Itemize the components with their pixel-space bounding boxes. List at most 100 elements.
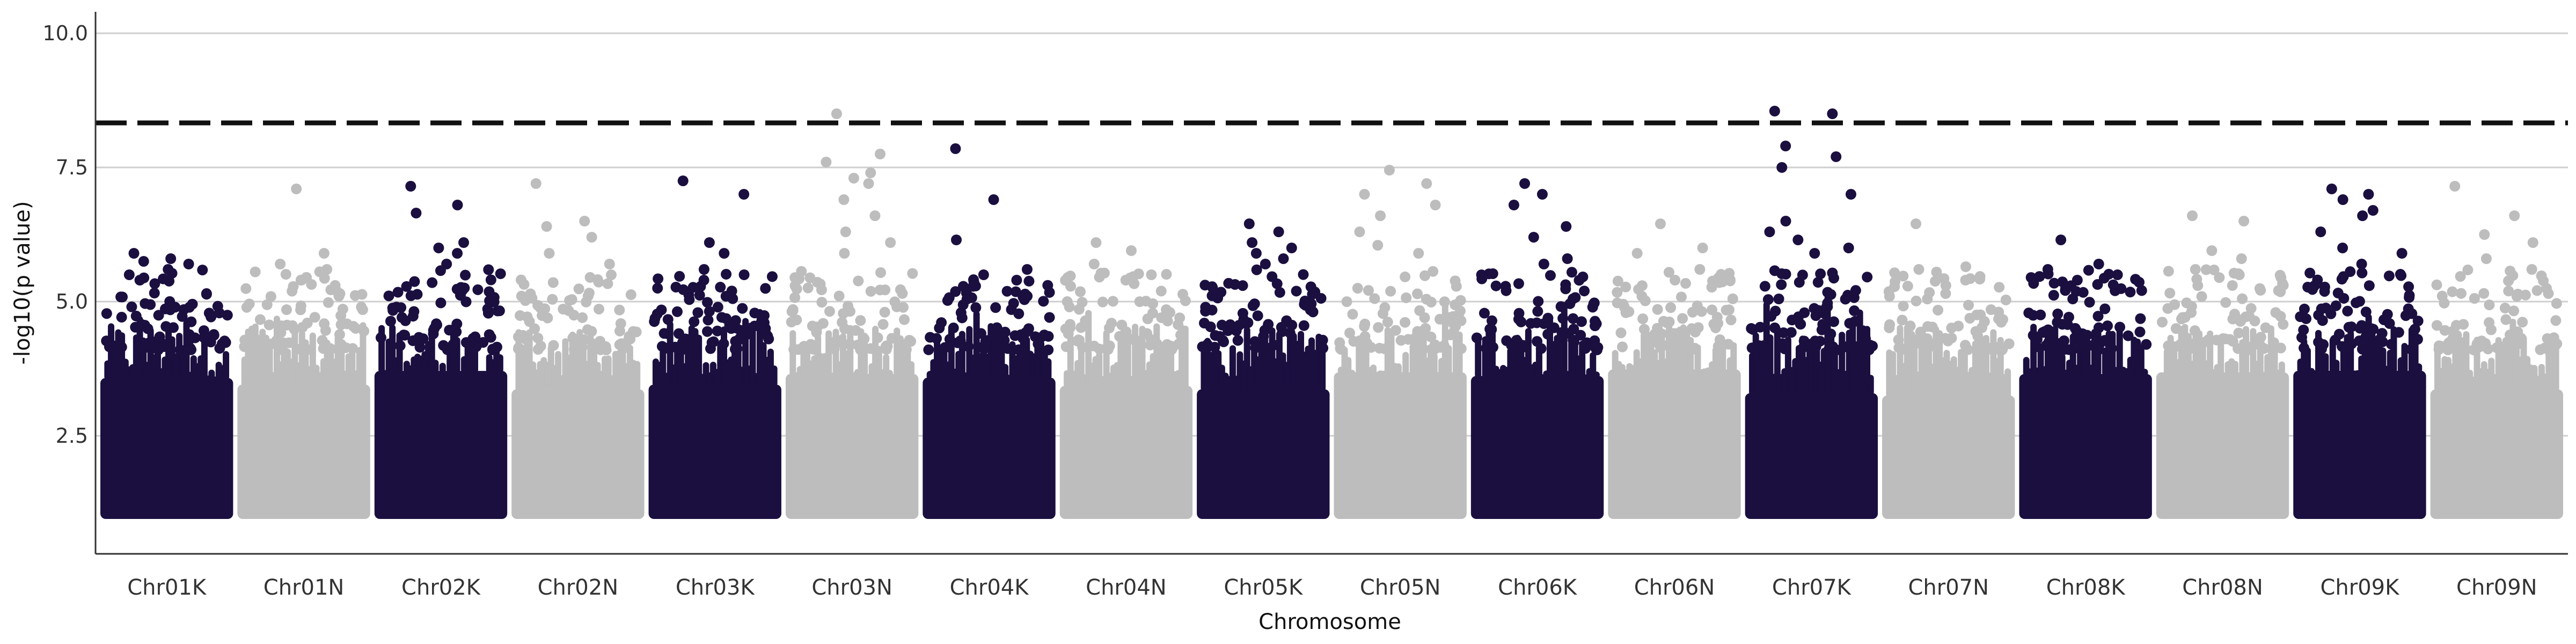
data-point	[1922, 294, 1933, 305]
data-point	[2048, 277, 2060, 289]
data-point	[1258, 331, 1269, 342]
data-point	[2043, 324, 2054, 335]
data-point	[1211, 289, 1223, 301]
data-point	[1091, 237, 1102, 248]
data-point	[848, 173, 859, 184]
data-point	[2273, 285, 2284, 296]
data-point	[1412, 288, 1423, 299]
dense-points	[923, 377, 1056, 519]
data-point	[1588, 298, 1599, 310]
data-point	[2214, 272, 2225, 283]
data-point	[2043, 336, 2054, 348]
data-point	[2157, 317, 2168, 328]
data-point	[2130, 274, 2141, 285]
data-point	[2099, 303, 2111, 314]
data-point	[1940, 288, 1951, 299]
data-point	[2058, 335, 2069, 346]
point-column	[2416, 363, 2423, 373]
data-point	[1898, 301, 1909, 312]
data-point	[177, 311, 188, 322]
data-point	[2242, 341, 2253, 353]
data-point	[2237, 293, 2248, 304]
data-point	[2298, 324, 2309, 335]
data-point	[1713, 341, 1724, 352]
data-point	[1247, 300, 1258, 311]
dense-points	[1197, 389, 1330, 519]
data-point	[2507, 270, 2519, 281]
data-point	[1556, 327, 1568, 338]
data-point	[689, 316, 700, 327]
data-point	[2508, 305, 2520, 317]
data-point	[1260, 259, 1271, 269]
data-point	[1953, 320, 1964, 332]
data-point	[2358, 339, 2369, 350]
data-point	[715, 282, 726, 293]
data-point	[1356, 344, 1367, 355]
data-point	[1568, 324, 1579, 335]
data-point	[1094, 272, 1105, 283]
data-point	[2200, 264, 2212, 275]
point-column	[1867, 375, 1874, 396]
data-point	[392, 287, 404, 298]
point-column	[2116, 328, 2123, 376]
data-point	[2474, 341, 2485, 353]
data-point	[2503, 286, 2514, 297]
data-point	[2278, 319, 2289, 330]
data-point	[1623, 306, 1635, 317]
data-point	[487, 343, 499, 355]
data-point	[586, 232, 597, 243]
data-point	[1156, 312, 1167, 323]
data-point	[1305, 303, 1316, 314]
data-point	[816, 297, 828, 308]
data-point	[1562, 253, 1573, 264]
data-point	[802, 282, 814, 294]
data-point	[2326, 184, 2337, 194]
data-point	[1692, 300, 1703, 311]
point-column	[1590, 352, 1597, 378]
data-point	[484, 329, 495, 340]
data-point	[1897, 314, 1908, 326]
data-point	[2196, 291, 2207, 302]
data-point	[1773, 294, 1784, 305]
data-point	[409, 276, 420, 287]
data-point	[1686, 344, 1697, 355]
data-point	[2190, 264, 2201, 275]
data-point	[1129, 278, 1140, 289]
data-point	[2233, 343, 2244, 354]
data-point	[831, 334, 843, 346]
data-point	[1769, 106, 1780, 116]
data-point	[2169, 341, 2180, 353]
data-point	[1560, 283, 1571, 295]
data-point	[850, 325, 861, 336]
data-point	[594, 335, 605, 347]
data-point	[334, 329, 345, 340]
y-axis-title: -log10(p value)	[10, 201, 35, 365]
point-column	[865, 375, 872, 376]
data-point	[2406, 308, 2418, 319]
data-point	[2484, 317, 2495, 328]
y-tick-label: 2.5	[56, 424, 88, 448]
data-point	[1448, 318, 1459, 329]
data-point	[544, 248, 555, 259]
data-point	[264, 319, 275, 331]
chromosome-bands	[100, 106, 2563, 519]
data-point	[547, 294, 558, 305]
data-point	[1977, 322, 1988, 333]
data-point	[954, 337, 965, 348]
data-point	[375, 332, 386, 343]
data-point	[1062, 296, 1073, 308]
data-point	[899, 314, 910, 325]
data-point	[656, 341, 668, 352]
data-point	[1147, 308, 1158, 319]
data-point	[839, 323, 850, 334]
data-point	[1898, 270, 1909, 282]
y-tick-label: 10.0	[42, 21, 88, 45]
data-point	[1487, 268, 1498, 279]
data-point	[625, 289, 636, 301]
data-point	[2484, 299, 2495, 311]
data-point	[1286, 243, 1297, 253]
data-point	[1002, 343, 1013, 354]
data-point	[1481, 342, 1492, 354]
data-point	[1794, 277, 1805, 288]
data-point	[1486, 315, 1497, 326]
